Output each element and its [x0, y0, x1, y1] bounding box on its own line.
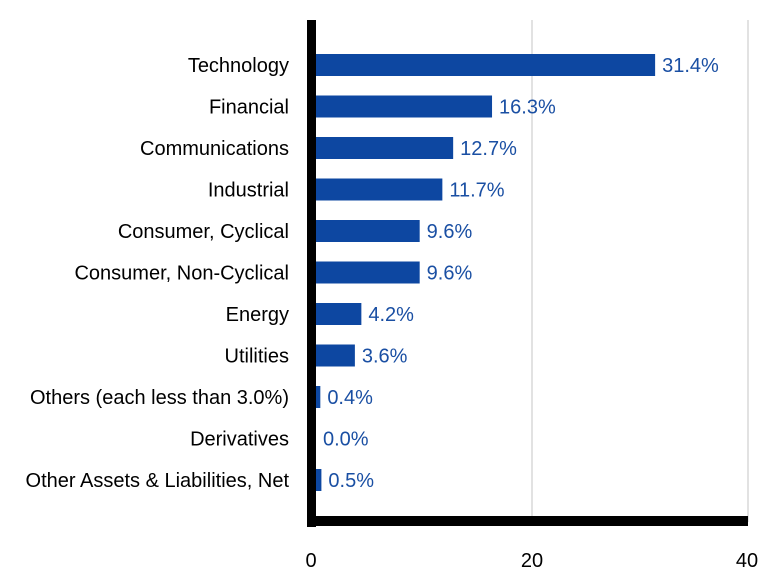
value-label-8: 0.4% — [327, 387, 373, 409]
value-label-3: 11.7% — [449, 180, 504, 202]
category-label-0: Technology — [188, 55, 289, 77]
value-label-4: 9.6% — [427, 221, 473, 243]
category-label-2: Communications — [140, 138, 289, 160]
category-label-7: Utilities — [225, 346, 289, 368]
bars — [316, 54, 656, 491]
category-label-3: Industrial — [208, 180, 289, 202]
value-label-6: 4.2% — [368, 304, 414, 326]
x-tick-label-0: 0 — [305, 550, 316, 572]
bar-8 — [316, 386, 321, 408]
y-axis-line — [307, 20, 316, 527]
category-label-4: Consumer, Cyclical — [118, 221, 289, 243]
bar-0 — [316, 54, 656, 76]
value-label-10: 0.5% — [328, 470, 374, 492]
category-label-10: Other Assets & Liabilities, Net — [26, 470, 290, 492]
bar-7 — [316, 344, 355, 367]
category-label-6: Energy — [226, 304, 289, 326]
value-label-5: 9.6% — [427, 263, 473, 285]
bar-3 — [316, 178, 443, 201]
category-label-8: Others (each less than 3.0%) — [30, 387, 289, 409]
bar-5 — [316, 261, 420, 284]
bar-1 — [316, 95, 493, 118]
bar-10 — [316, 469, 322, 491]
x-tick-label-2: 40 — [736, 550, 758, 572]
bar-2 — [316, 137, 454, 159]
value-label-1: 16.3% — [499, 97, 556, 119]
axes — [307, 20, 748, 527]
category-label-5: Consumer, Non-Cyclical — [74, 263, 289, 285]
grid-lines — [531, 20, 749, 522]
category-label-1: Financial — [209, 97, 289, 119]
value-label-9: 0.0% — [323, 429, 369, 451]
value-label-7: 3.6% — [362, 346, 408, 368]
value-label-0: 31.4% — [662, 55, 719, 77]
x-axis-line — [307, 516, 748, 526]
labels: Technology 31.4% Financial 16.3% Communicati… — [26, 55, 759, 572]
category-label-9: Derivatives — [190, 429, 289, 451]
bar-6 — [316, 303, 362, 325]
value-label-2: 12.7% — [460, 138, 517, 160]
x-tick-label-1: 20 — [521, 550, 543, 572]
bar-4 — [316, 220, 420, 242]
